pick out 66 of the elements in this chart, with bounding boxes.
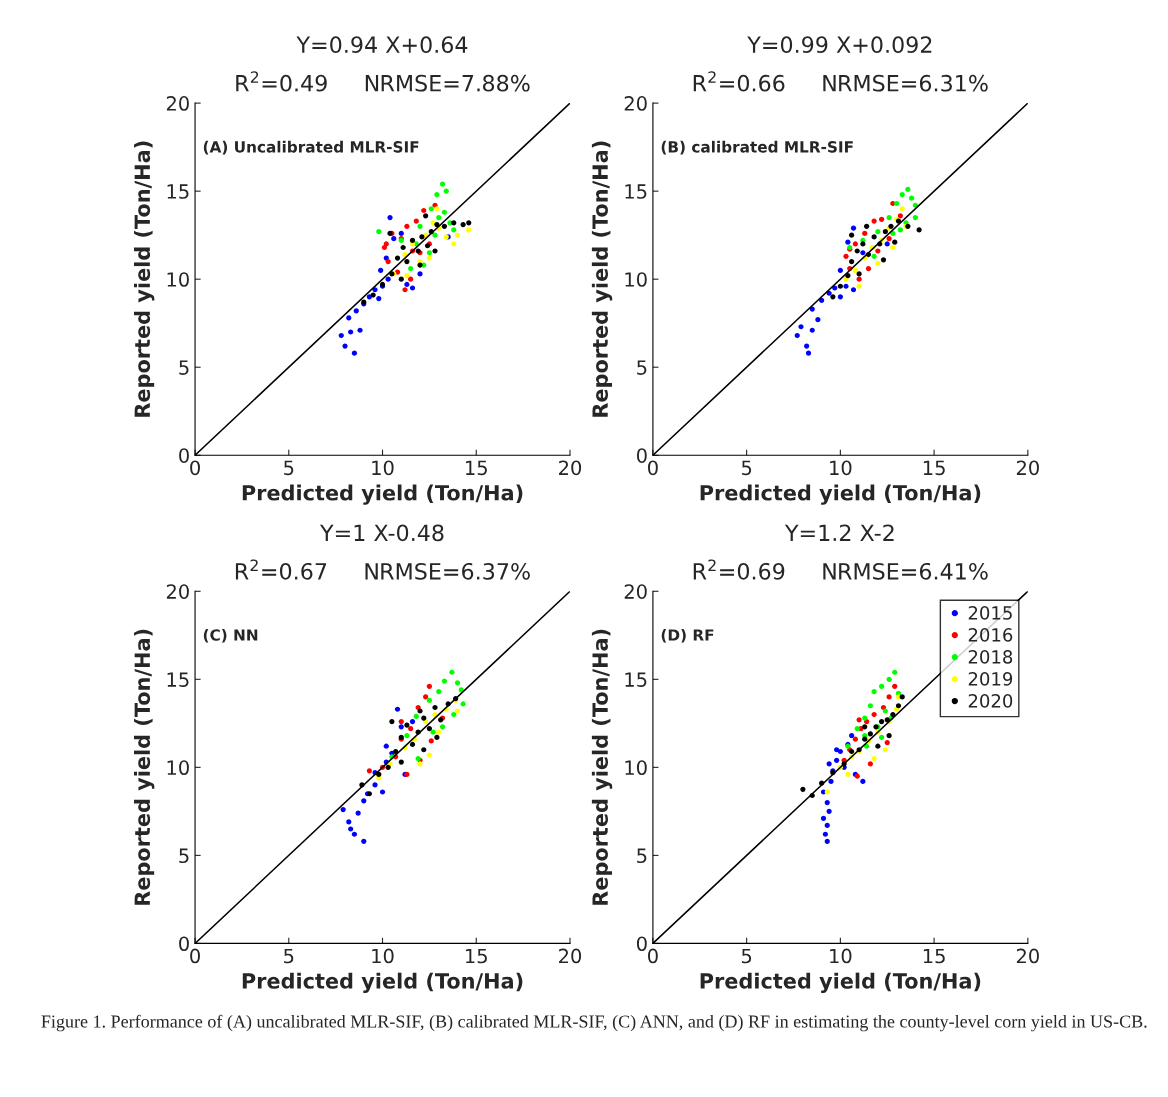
x-tick-label: 15 — [466, 460, 487, 476]
y-tick-label: 5 — [179, 360, 189, 375]
x-tick-label: 0 — [648, 948, 658, 964]
y-tick-label: 15 — [625, 672, 647, 687]
x-tick-label: 5 — [741, 460, 752, 476]
y-tick-label: 10 — [167, 760, 189, 776]
x-axis-title: Predicted yield (Ton/Ha) — [242, 972, 523, 993]
x-tick-label: 10 — [372, 460, 394, 476]
y-tick-label: 10 — [167, 272, 189, 287]
y-tick-label: 20 — [166, 96, 189, 111]
chart-subtitle: R$^{2}$=0.69 NRMSE=6.41% — [693, 559, 988, 580]
chart-title: Y=1 X-0.48 — [319, 524, 444, 542]
x-tick-label: 0 — [190, 460, 200, 476]
x-tick-label: 0 — [190, 948, 200, 964]
caption: Figure 1. Performance of (A) uncalibrated MLR-SIF, (B) calibrated MLR-SIF, (C) ANN, and (D) RF in estimating the county-level corn yield in US-CB. — [41, 1014, 1147, 1032]
chart-subtitle: R$^{2}$=0.66 NRMSE=6.31% — [693, 71, 988, 92]
x-tick-label: 20 — [1016, 948, 1039, 964]
y-axis-title: Reported yield (Ton/Ha) — [591, 629, 613, 905]
x-tick-label: 10 — [830, 460, 852, 476]
annotation: (A) Uncalibrated MLR-SIF — [203, 140, 419, 155]
annotation: (C) NN — [203, 628, 258, 643]
chart-title: Y=0.94 X+0.64 — [296, 36, 468, 54]
y-tick-label: 5 — [637, 360, 647, 375]
legend-label: 2019 — [968, 672, 1013, 686]
chart-subtitle: R$^{2}$=0.67 NRMSE=6.37% — [235, 559, 530, 580]
y-tick-label: 0 — [179, 936, 189, 952]
y-tick-label: 10 — [625, 760, 647, 776]
x-tick-label: 15 — [923, 948, 945, 964]
legend-label: 2018 — [968, 650, 1013, 664]
y-tick-label: 15 — [167, 184, 189, 199]
y-tick-label: 5 — [637, 848, 647, 864]
x-tick-label: 0 — [648, 460, 658, 476]
y-tick-label: 0 — [636, 936, 647, 952]
x-tick-label: 5 — [284, 460, 294, 476]
chart-title: Y=1.2 X-2 — [784, 524, 894, 541]
chart-subtitle: R$^{2}$=0.49 NRMSE=7.88% — [236, 71, 530, 92]
x-tick-label: 15 — [923, 460, 945, 476]
x-tick-label: 20 — [559, 460, 582, 476]
annotation: (D) RF — [661, 628, 714, 643]
y-tick-label: 20 — [624, 584, 647, 599]
y-tick-label: 5 — [179, 848, 189, 864]
y-tick-label: 15 — [167, 672, 189, 687]
y-axis-title: Reported yield (Ton/Ha) — [134, 629, 155, 905]
y-axis-title: Reported yield (Ton/Ha) — [134, 141, 155, 417]
annotation: (B) calibrated MLR-SIF — [661, 140, 853, 155]
x-tick-label: 10 — [372, 948, 394, 964]
x-axis-title: Predicted yield (Ton/Ha) — [242, 484, 523, 505]
legend-label: 2016 — [968, 628, 1013, 642]
x-tick-label: 10 — [830, 948, 852, 964]
y-tick-label: 10 — [625, 272, 647, 287]
legend-label: 2020 — [968, 694, 1013, 708]
y-tick-label: 15 — [625, 184, 647, 199]
x-axis-title: Predicted yield (Ton/Ha) — [700, 972, 981, 993]
y-tick-label: 0 — [179, 448, 189, 463]
y-tick-label: 0 — [636, 448, 647, 463]
x-tick-label: 5 — [741, 948, 752, 964]
chart-title: Y=0.99 X+0.092 — [747, 36, 932, 54]
y-tick-label: 20 — [166, 584, 189, 599]
x-tick-label: 20 — [1016, 460, 1039, 476]
y-axis-title: Reported yield (Ton/Ha) — [591, 141, 613, 417]
x-tick-label: 20 — [559, 948, 582, 964]
x-axis-title: Predicted yield (Ton/Ha) — [700, 484, 981, 505]
y-tick-label: 20 — [624, 96, 647, 111]
x-tick-label: 5 — [284, 948, 294, 964]
x-tick-label: 15 — [466, 948, 487, 964]
legend-label: 2015 — [968, 606, 1012, 620]
